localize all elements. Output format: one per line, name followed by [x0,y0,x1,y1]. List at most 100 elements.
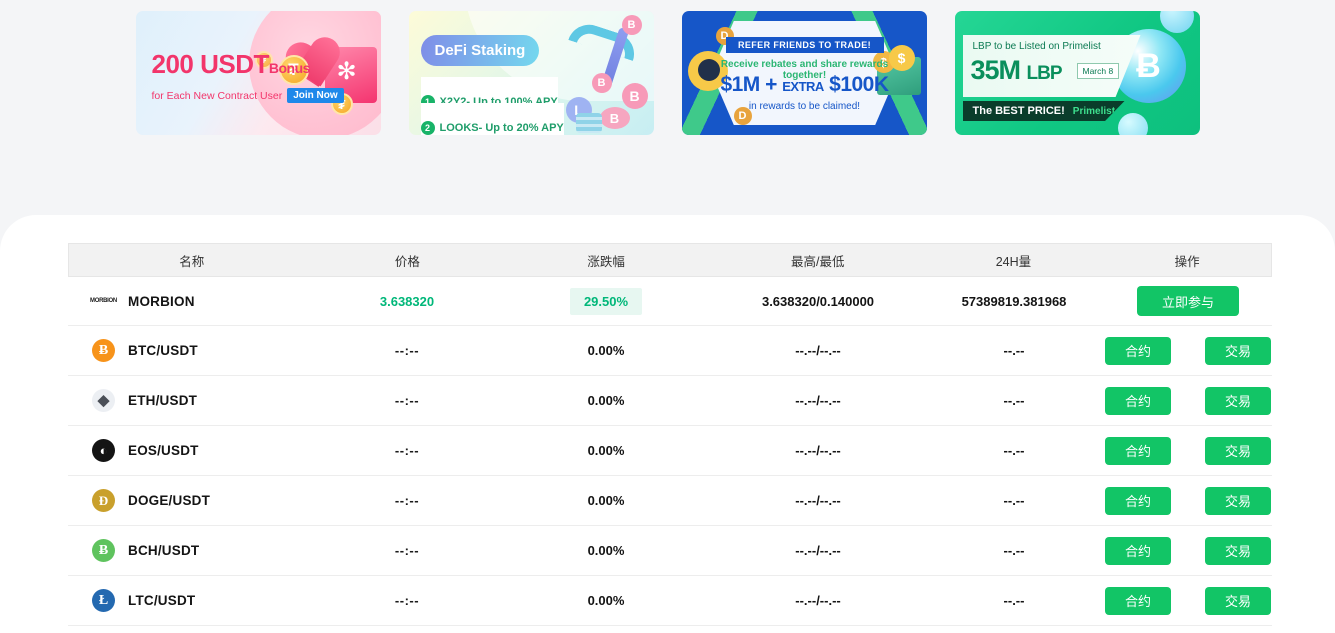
table-row[interactable]: Ƀ BTC/USDT --:-- 0.00% --.--/--.-- --.-- 合约 交易 [68,326,1272,376]
column-header-high-low: 最高/最低 [791,254,845,269]
banner-line-2-text: LOOKS- Up to 20% APY [439,121,564,134]
cell-high-low: --.--/--.-- [712,393,924,408]
high-low-value: --.--/--.-- [795,593,841,608]
pair-label: BTC/USDT [128,343,198,358]
trade-button[interactable]: 交易 [1205,486,1271,515]
banner-amount: 35M LBP [970,55,1063,86]
cell-volume: --.-- [924,393,1104,408]
contract-button[interactable]: 合约 [1105,386,1171,415]
table-row[interactable]: Ƀ BCH/USDT --:-- 0.00% --.--/--.-- --.-- 合约 交易 [68,526,1272,576]
banner-decor-bubble [1117,113,1148,135]
cell-volume: --.-- [924,493,1104,508]
banner-amount: $1M + EXTRA $100K [714,73,896,97]
banner-best-price-text: The BEST PRICE! [972,105,1065,117]
contract-button[interactable]: 合约 [1105,336,1171,365]
contract-button[interactable]: 合约 [1105,536,1171,565]
join-now-button[interactable]: Join Now [287,88,344,103]
table-row[interactable]: Ł LTC/USDT --:-- 0.00% --.--/--.-- --.-- 合约 交易 [68,576,1272,626]
cell-high-low: --.--/--.-- [712,343,924,358]
banner-amount-extra: EXTRA [782,79,824,94]
promo-banner-defi-staking[interactable]: B B B L B DeFi Staking 1 X2Y2- Up to 100… [408,11,654,135]
banner-amount-tail: $100K [823,73,889,96]
price-value: --:-- [394,393,420,408]
high-low-value: --.--/--.-- [795,443,841,458]
cell-action: 合约 交易 [1104,386,1272,415]
cell-action: 合约 交易 [1104,586,1272,615]
cell-name: ◐ EOS/USDT [68,439,314,462]
column-header-action: 操作 [1174,254,1200,269]
cell-change: 0.00% [500,343,712,358]
trade-button[interactable]: 交易 [1205,336,1271,365]
market-table: 名称 价格 涨跌幅 最高/最低 24H量 操作 MORBION MORBION 3.… [68,243,1272,626]
trade-button[interactable]: 交易 [1205,536,1271,565]
promo-banner-lbp-primelist[interactable]: Ƀ LBP to be Listed on Primelist 35M LBP … [954,11,1200,135]
volume-value: --.-- [1003,393,1025,408]
volume-value: --.-- [1003,593,1025,608]
promo-banner-usdt-bonus[interactable]: ₮ ₮ ₮ 200 USDTBonus for Each New Contrac… [135,11,381,135]
primelist-brand-label: Primelist [1072,105,1116,117]
contract-button[interactable]: 合约 [1105,486,1171,515]
change-value: 0.00% [587,543,625,558]
high-low-value: --.--/--.-- [795,543,841,558]
pair-label: ETH/USDT [128,393,198,408]
volume-value: --.-- [1003,493,1025,508]
contract-button[interactable]: 合约 [1105,436,1171,465]
banner-decor-bubble [1159,11,1194,33]
cell-action: 合约 交易 [1104,486,1272,515]
cell-change: 0.00% [500,593,712,608]
column-header-name: 名称 [179,254,205,269]
volume-value: --.-- [1003,443,1025,458]
join-now-button[interactable]: 立即参与 [1137,286,1239,316]
bitcoin-coin-icon: B [599,107,630,129]
cell-volume: --.-- [924,543,1104,558]
cell-high-low: --.--/--.-- [712,493,924,508]
cell-high-low: --.--/--.-- [712,443,924,458]
cell-volume: --.-- [924,343,1104,358]
banner-title: DeFi Staking [420,35,540,66]
cell-action: 合约 交易 [1104,336,1272,365]
trade-button[interactable]: 交易 [1205,386,1271,415]
table-row[interactable]: ◆ ETH/USDT --:-- 0.00% --.--/--.-- --.-- 合约 交易 [68,376,1272,426]
banner-text-block: 200 USDTBonus for Each New Contract User… [152,49,344,103]
promo-banner-refer-friends[interactable]: D D $ $ REFER FRIENDS TO TRADE! Receive … [681,11,927,135]
change-value: 0.00% [587,443,625,458]
dollar-coin-icon: $ [888,45,915,71]
contract-button[interactable]: 合约 [1105,586,1171,615]
toucan-icon [687,51,728,91]
table-row[interactable]: Ð DOGE/USDT --:-- 0.00% --.--/--.-- --.-- 合约 交易 [68,476,1272,526]
cell-price: --:-- [314,443,500,458]
banner-footer-bar: The BEST PRICE! Primelist [962,101,1125,121]
cell-name: Ð DOGE/USDT [68,489,314,512]
banner-amount-value: 35M [970,55,1027,85]
tether-coin-icon: ₮ [278,55,309,85]
column-header-volume: 24H量 [995,254,1032,269]
cell-name: ◆ ETH/USDT [68,389,314,412]
trade-button[interactable]: 交易 [1205,436,1271,465]
column-header-price: 价格 [394,254,420,269]
volume-value: --.-- [1003,343,1025,358]
cell-high-low: 3.638320/0.140000 [712,294,924,309]
cell-change: 29.50% [500,287,712,315]
cell-price: --:-- [314,393,500,408]
change-value: 0.00% [587,593,625,608]
pair-label: BCH/USDT [128,543,200,558]
coin-stack-icon [575,113,602,133]
table-row[interactable]: ◐ EOS/USDT --:-- 0.00% --.--/--.-- --.-- 合约 交易 [68,426,1272,476]
trade-button[interactable]: 交易 [1205,586,1271,615]
cell-name: Ƀ BTC/USDT [68,339,314,362]
banner-bonus-label: Bonus [268,60,311,76]
high-low-value: 3.638320/0.140000 [761,293,875,309]
price-value: --:-- [394,593,420,608]
ltc-icon: Ł [92,589,115,612]
eth-icon: ◆ [92,389,115,412]
table-row[interactable]: MORBION MORBION 3.638320 29.50% 3.638320/0.1… [68,276,1272,326]
cell-high-low: --.--/--.-- [712,543,924,558]
promo-banner-strip: ₮ ₮ ₮ 200 USDTBonus for Each New Contrac… [0,0,1335,215]
cell-price: --:-- [314,543,500,558]
bch-icon: Ƀ [92,539,115,562]
banner-amount-value: 200 USDT [151,49,270,79]
cell-action: 合约 交易 [1104,436,1272,465]
cell-change: 0.00% [500,443,712,458]
pair-label: MORBION [128,293,195,309]
pair-label: DOGE/USDT [128,493,211,508]
